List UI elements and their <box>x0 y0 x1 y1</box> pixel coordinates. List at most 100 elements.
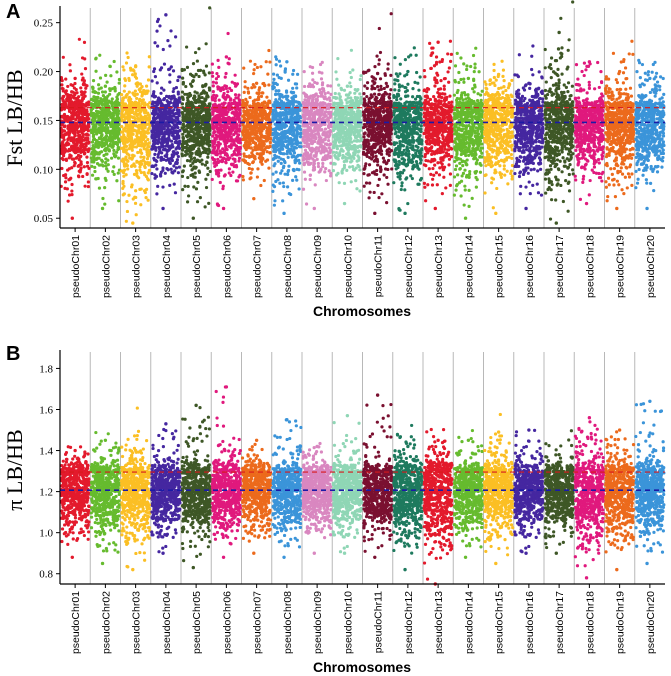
data-point <box>95 161 100 166</box>
data-point <box>243 80 247 84</box>
data-point <box>312 154 316 158</box>
data-point <box>188 154 192 158</box>
data-point <box>138 82 143 86</box>
data-point <box>110 97 114 101</box>
data-point <box>217 98 221 102</box>
data-point <box>185 45 189 49</box>
data-point-max <box>285 60 289 64</box>
data-point <box>80 142 84 146</box>
data-point <box>72 126 76 130</box>
data-point <box>173 191 178 195</box>
data-point <box>312 168 316 172</box>
data-point <box>201 127 205 131</box>
data-point <box>130 156 135 160</box>
data-point <box>103 202 107 206</box>
data-point <box>197 100 201 104</box>
data-point <box>67 167 71 171</box>
data-point <box>132 92 136 97</box>
data-point <box>77 95 81 99</box>
data-point <box>242 109 246 113</box>
data-point <box>106 158 110 162</box>
series-pseudoChr06 <box>210 31 243 211</box>
data-point <box>237 112 241 116</box>
data-point <box>329 174 333 178</box>
data-point <box>204 42 208 46</box>
data-point <box>129 106 133 110</box>
data-point <box>223 130 228 134</box>
data-point <box>286 94 290 98</box>
data-point <box>109 131 113 136</box>
data-point <box>289 152 293 156</box>
data-point <box>152 95 157 99</box>
data-point <box>237 93 241 97</box>
data-point <box>73 103 77 107</box>
data-point <box>78 155 82 159</box>
data-point <box>211 141 215 145</box>
data-point <box>245 154 249 159</box>
data-point <box>153 41 157 45</box>
data-point <box>159 155 164 160</box>
data-point <box>66 97 70 101</box>
data-point <box>79 86 83 90</box>
data-point <box>90 159 94 163</box>
data-point <box>172 114 176 118</box>
data-point <box>205 94 209 98</box>
data-point <box>90 164 94 169</box>
data-point <box>126 159 130 163</box>
data-point <box>217 85 221 89</box>
data-point <box>172 182 176 186</box>
data-point <box>242 90 246 94</box>
data-point <box>103 90 107 94</box>
data-point <box>175 151 179 155</box>
data-point <box>207 86 211 90</box>
data-point <box>198 196 202 200</box>
data-point <box>182 119 186 123</box>
data-point <box>229 102 234 106</box>
data-point <box>308 121 312 126</box>
data-point <box>272 77 276 81</box>
data-point <box>141 129 146 133</box>
data-point <box>197 74 201 79</box>
data-point <box>268 150 272 155</box>
data-point <box>259 94 264 98</box>
data-point <box>66 126 70 130</box>
data-point <box>260 146 264 151</box>
data-point <box>326 84 330 88</box>
data-point <box>279 171 283 175</box>
data-point <box>59 147 64 151</box>
data-point <box>200 158 204 162</box>
series-pseudoChr01 <box>59 37 91 220</box>
data-point <box>301 187 306 191</box>
data-point <box>250 167 254 171</box>
data-point <box>289 116 293 120</box>
data-point <box>182 124 186 129</box>
data-point <box>278 132 282 136</box>
data-point <box>167 94 171 99</box>
data-point <box>76 115 81 119</box>
data-point <box>63 173 68 177</box>
data-point <box>191 79 195 84</box>
data-point <box>262 142 266 146</box>
data-point <box>206 155 210 159</box>
data-point <box>77 158 81 162</box>
data-point-min <box>100 206 105 211</box>
data-point <box>155 19 160 24</box>
data-point <box>222 91 226 96</box>
data-point <box>211 74 215 78</box>
data-point <box>86 136 90 140</box>
data-point <box>216 58 220 62</box>
data-point <box>276 178 280 182</box>
data-point <box>204 185 209 190</box>
data-point <box>241 174 245 179</box>
data-point <box>234 131 238 135</box>
data-point <box>64 143 68 147</box>
data-point <box>230 139 234 143</box>
data-point-max <box>103 84 108 88</box>
data-point <box>288 131 292 136</box>
data-point <box>204 177 208 181</box>
data-point <box>94 95 98 100</box>
data-point <box>317 170 321 174</box>
data-point <box>73 134 77 138</box>
data-point <box>92 154 96 158</box>
